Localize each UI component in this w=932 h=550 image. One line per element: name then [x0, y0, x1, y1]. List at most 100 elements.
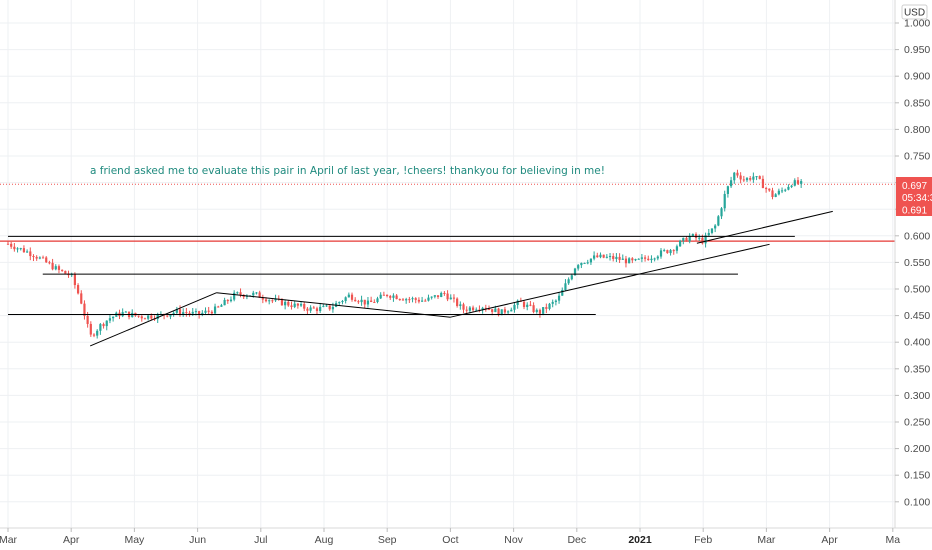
candle-body [86, 315, 89, 324]
candle-body [733, 172, 736, 181]
candle-body [634, 259, 637, 261]
candle-body [191, 311, 194, 314]
candle-body [229, 299, 233, 302]
candle-body [659, 250, 663, 257]
candle-body [465, 309, 468, 311]
candle-body [137, 315, 140, 317]
candle-body [424, 300, 427, 302]
candle-body [618, 256, 621, 260]
candle-body [526, 304, 529, 307]
candle-body [628, 258, 631, 264]
time-tick-label: Apr [63, 534, 80, 546]
time-axis-bg [0, 528, 932, 550]
candle-body [701, 237, 704, 244]
candle-body [637, 258, 640, 260]
trendline-segment [450, 243, 770, 318]
candle-body [672, 250, 675, 252]
candlestick-series [6, 169, 803, 339]
candle-body [675, 246, 679, 251]
candle-body [545, 307, 548, 309]
candle-body [787, 186, 790, 190]
candle-body [510, 309, 513, 312]
candle-body [554, 300, 557, 302]
candle-body [26, 251, 29, 253]
candle-body [19, 248, 22, 250]
candle-body [720, 208, 723, 217]
price-tick-label: 0.900 [904, 71, 930, 83]
candle-body [487, 309, 491, 311]
candle-body [245, 295, 249, 297]
time-axis[interactable]: Mar Apr May Jun Jul Aug Sep Oct Nov Dec 2021 Feb Mar… [0, 528, 900, 546]
candle-body [513, 304, 516, 310]
candle-body [503, 309, 507, 313]
candle-body [452, 297, 456, 299]
candle-body [290, 305, 293, 307]
candle-body [175, 309, 178, 313]
price-badges: 0.697 05:34:3 0.691 [896, 177, 932, 217]
candle-body [379, 294, 382, 299]
candle-body [207, 310, 210, 312]
candle-body [411, 298, 414, 300]
candle-body [577, 265, 580, 269]
candle-body [497, 308, 500, 316]
price-axis[interactable]: 1.0000.9500.9000.8500.8000.7500.7000.650… [895, 18, 930, 509]
candle-body [729, 180, 733, 187]
candle-body [293, 303, 296, 307]
candle-body [612, 256, 615, 259]
candle-body [516, 300, 519, 305]
candle-body [647, 258, 650, 261]
candle-body [427, 297, 430, 301]
candle-body [548, 303, 551, 309]
candle-body [395, 295, 398, 300]
candle-body [108, 318, 112, 321]
currency-badge[interactable] [901, 4, 928, 20]
price-tick-label: 0.850 [904, 97, 930, 109]
candle-body [433, 295, 436, 297]
candle-body [736, 172, 739, 176]
candle-body [417, 299, 421, 302]
candle-body [35, 256, 38, 259]
candle-body [309, 307, 312, 311]
candle-body [156, 314, 159, 320]
candle-body [48, 262, 51, 264]
candle-body [185, 312, 188, 314]
candle-body [710, 228, 714, 233]
time-tick-label: Dec [567, 534, 586, 546]
candle-body [143, 318, 147, 320]
candle-body [64, 270, 67, 274]
candle-body [401, 299, 405, 301]
candle-body [707, 232, 710, 236]
candle-body [271, 300, 274, 302]
candle-body [414, 298, 417, 300]
red-level-label: 0.691 [902, 206, 927, 217]
countdown-label: 05:34:3 [902, 193, 932, 204]
time-tick-label: Sep [378, 534, 397, 546]
candle-body [213, 306, 217, 314]
candle-body [344, 297, 347, 302]
price-tick-label: 0.550 [904, 257, 930, 269]
candle-body [443, 292, 446, 294]
candle-body [16, 248, 19, 250]
candle-body [717, 216, 720, 226]
candle-body [608, 256, 612, 258]
candle-body [105, 320, 108, 327]
candle-body [10, 243, 13, 247]
candle-body [793, 180, 796, 186]
chart-annotation[interactable]: a friend asked me to evaluate this pair … [90, 165, 605, 177]
price-tick-label: 0.300 [904, 390, 930, 402]
candle-body [194, 311, 198, 313]
price-tick-label: 0.200 [904, 443, 930, 455]
price-tick-label: 0.100 [904, 496, 930, 508]
candle-body [382, 294, 385, 296]
price-tick-label: 0.500 [904, 284, 930, 296]
candle-body [666, 250, 669, 254]
candle-body [338, 302, 341, 304]
time-tick-label: Feb [694, 534, 712, 546]
candle-body [446, 293, 449, 300]
candle-body [376, 298, 379, 303]
candle-body [322, 305, 325, 307]
candle-body [233, 292, 236, 300]
candle-body [643, 257, 647, 259]
candle-body [481, 307, 484, 310]
